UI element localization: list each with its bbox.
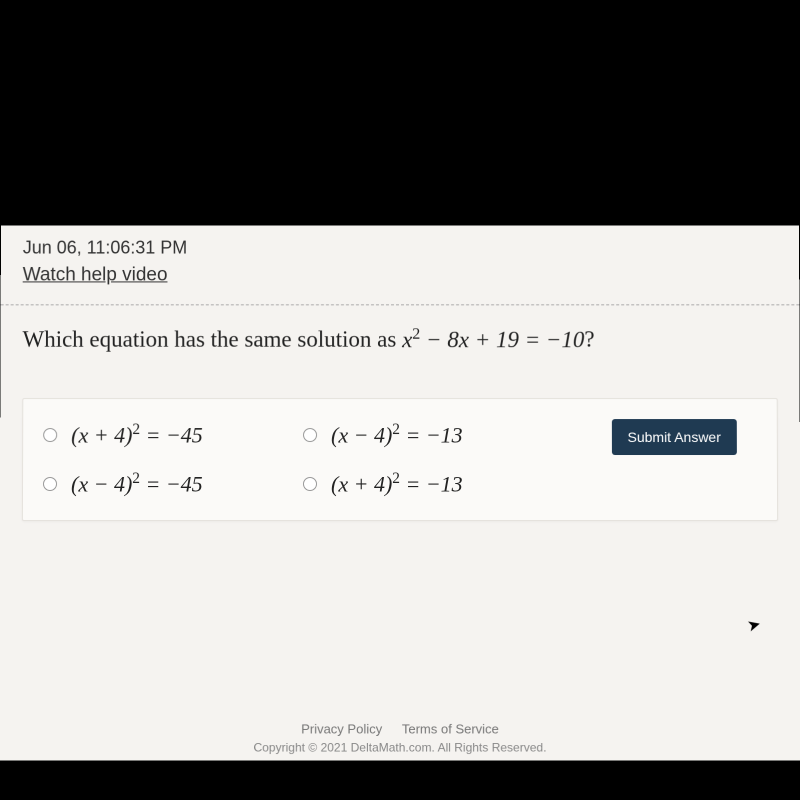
option-3[interactable]: (x − 4)2 = −45 — [43, 470, 293, 497]
timestamp: Jun 06, 11:06:31 PM — [23, 238, 777, 259]
question-area: Which equation has the same solution as … — [0, 305, 799, 380]
option-label: (x + 4)2 = −45 — [71, 421, 203, 448]
watch-help-video-link[interactable]: Watch help video — [23, 264, 168, 285]
option-2[interactable]: (x − 4)2 = −13 — [303, 421, 553, 448]
app-screen: Jun 06, 11:06:31 PM Watch help video Whi… — [0, 226, 800, 761]
header: Jun 06, 11:06:31 PM Watch help video — [1, 226, 800, 297]
question-equation: x2 − 8x + 19 = −10 — [402, 327, 584, 352]
radio-icon[interactable] — [303, 477, 317, 491]
question-prefix: Which equation has the same solution as — [22, 327, 402, 352]
answer-box: (x + 4)2 = −45 (x − 4)2 = −13 (x − 4)2 =… — [22, 398, 778, 521]
copyright-text: Copyright © 2021 DeltaMath.com. All Righ… — [0, 740, 800, 754]
question-suffix: ? — [584, 327, 594, 352]
option-1[interactable]: (x + 4)2 = −45 — [43, 421, 293, 448]
submit-answer-button[interactable]: Submit Answer — [611, 419, 736, 455]
radio-icon[interactable] — [43, 477, 57, 491]
footer: Privacy Policy Terms of Service Copyrigh… — [0, 721, 800, 754]
radio-icon[interactable] — [43, 428, 57, 442]
option-4[interactable]: (x + 4)2 = −13 — [303, 470, 553, 497]
footer-links: Privacy Policy Terms of Service — [0, 721, 800, 736]
question-text: Which equation has the same solution as … — [22, 323, 777, 356]
radio-icon[interactable] — [303, 428, 317, 442]
option-label: (x + 4)2 = −13 — [331, 470, 463, 497]
cursor-icon: ➤ — [745, 614, 763, 637]
option-label: (x − 4)2 = −45 — [71, 470, 203, 497]
privacy-link[interactable]: Privacy Policy — [301, 721, 382, 736]
terms-link[interactable]: Terms of Service — [402, 721, 499, 736]
option-label: (x − 4)2 = −13 — [331, 421, 463, 448]
